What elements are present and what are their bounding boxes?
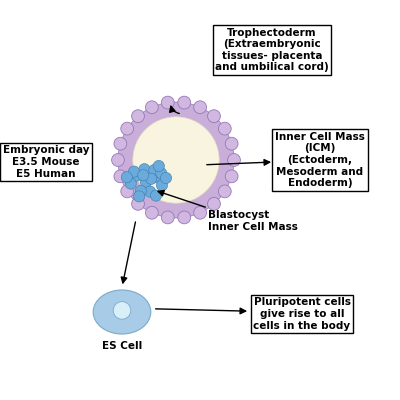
Circle shape bbox=[228, 154, 240, 166]
Circle shape bbox=[153, 160, 164, 172]
Circle shape bbox=[160, 172, 172, 184]
Circle shape bbox=[156, 180, 168, 191]
Circle shape bbox=[114, 170, 127, 183]
Text: Embryonic day
E3.5 Mouse
E5 Human: Embryonic day E3.5 Mouse E5 Human bbox=[3, 146, 89, 178]
Circle shape bbox=[113, 302, 131, 319]
Circle shape bbox=[139, 164, 150, 175]
Circle shape bbox=[121, 122, 134, 135]
Circle shape bbox=[161, 211, 174, 224]
Circle shape bbox=[161, 96, 174, 109]
Circle shape bbox=[218, 185, 231, 198]
Circle shape bbox=[144, 186, 156, 197]
Circle shape bbox=[150, 190, 162, 201]
Circle shape bbox=[121, 185, 134, 198]
Circle shape bbox=[151, 171, 162, 182]
Circle shape bbox=[194, 101, 206, 114]
Circle shape bbox=[125, 178, 136, 189]
Circle shape bbox=[208, 198, 220, 210]
Circle shape bbox=[146, 101, 158, 114]
Circle shape bbox=[131, 170, 142, 181]
Circle shape bbox=[112, 154, 124, 166]
Circle shape bbox=[121, 172, 132, 183]
Circle shape bbox=[132, 110, 144, 122]
Circle shape bbox=[114, 137, 127, 150]
Text: Blastocyst
Inner Cell Mass: Blastocyst Inner Cell Mass bbox=[208, 210, 298, 232]
Circle shape bbox=[156, 168, 167, 179]
Circle shape bbox=[140, 176, 152, 188]
Ellipse shape bbox=[93, 290, 151, 334]
Text: ES Cell: ES Cell bbox=[102, 341, 142, 351]
Circle shape bbox=[178, 96, 191, 109]
Circle shape bbox=[128, 166, 140, 177]
Circle shape bbox=[208, 110, 220, 122]
Text: Trophectoderm
(Extraembryonic
tissues- placenta
and umbilical cord): Trophectoderm (Extraembryonic tissues- p… bbox=[215, 28, 329, 72]
Circle shape bbox=[134, 191, 145, 202]
Circle shape bbox=[118, 102, 234, 218]
Circle shape bbox=[194, 206, 206, 219]
Circle shape bbox=[133, 117, 219, 203]
Circle shape bbox=[178, 211, 191, 224]
Circle shape bbox=[149, 164, 160, 176]
Text: Pluripotent cells
give rise to all
cells in the body: Pluripotent cells give rise to all cells… bbox=[254, 298, 350, 330]
Circle shape bbox=[225, 137, 238, 150]
Circle shape bbox=[218, 122, 231, 135]
Circle shape bbox=[146, 206, 158, 219]
Circle shape bbox=[135, 185, 146, 196]
Circle shape bbox=[225, 170, 238, 183]
Circle shape bbox=[132, 198, 144, 210]
Circle shape bbox=[138, 170, 149, 181]
Circle shape bbox=[146, 173, 157, 184]
Text: Inner Cell Mass
(ICM)
(Ectoderm,
Mesoderm and
Endoderm): Inner Cell Mass (ICM) (Ectoderm, Mesoder… bbox=[275, 132, 365, 188]
